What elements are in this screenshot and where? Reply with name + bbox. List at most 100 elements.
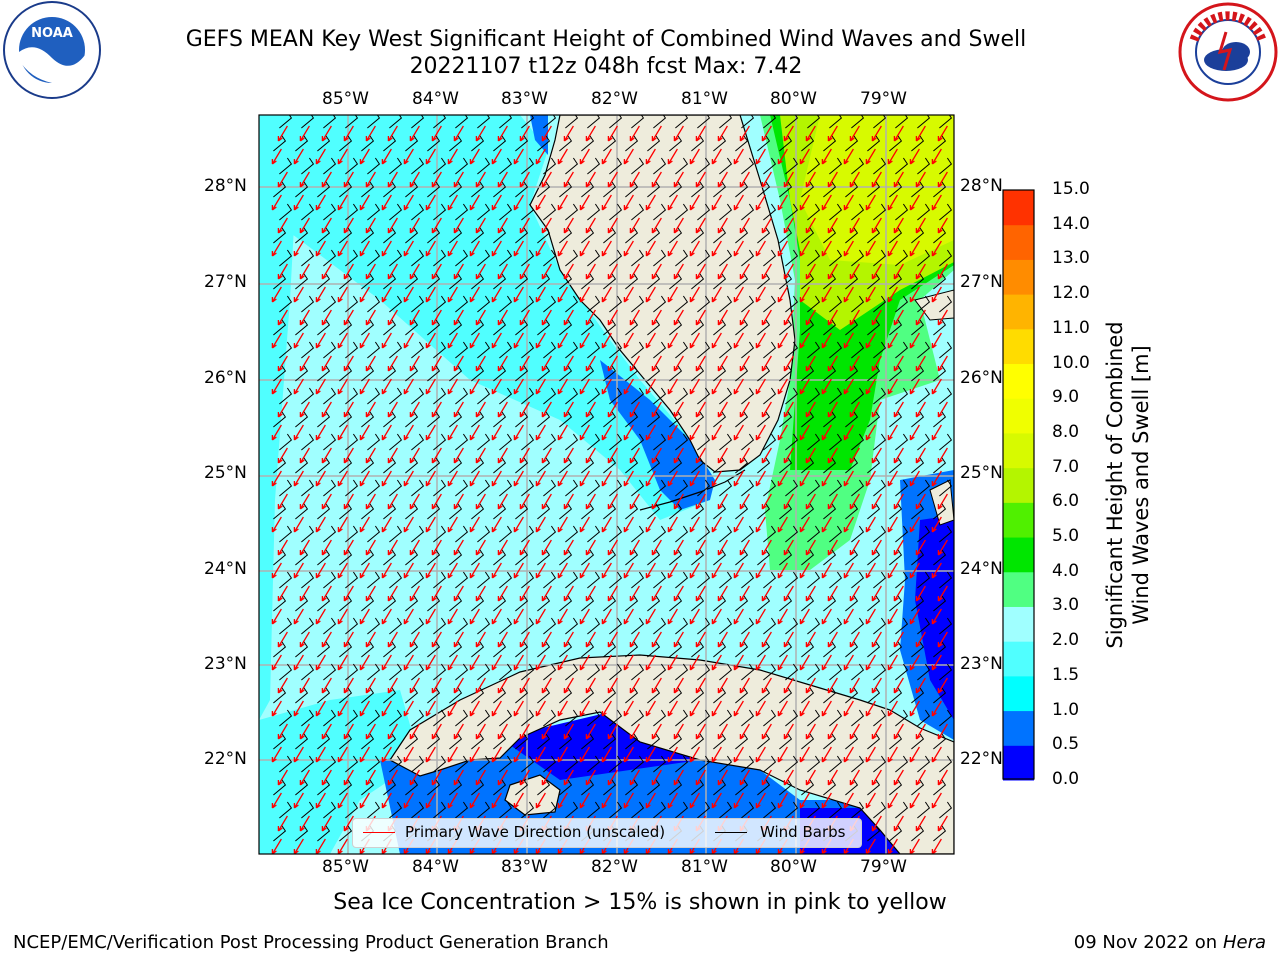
wind-barb bbox=[317, 502, 331, 520]
wave-arrow bbox=[387, 263, 398, 280]
wave-arrow bbox=[579, 424, 590, 441]
wind-barb bbox=[631, 203, 645, 221]
wave-arrow bbox=[535, 194, 546, 211]
wave-arrow bbox=[827, 355, 838, 372]
wind-barb bbox=[735, 732, 749, 750]
wave-arrow bbox=[695, 677, 706, 694]
wave-arrow bbox=[645, 562, 656, 579]
wind-barb bbox=[565, 249, 579, 267]
wind-barb bbox=[559, 686, 573, 704]
wind-barb bbox=[587, 433, 601, 451]
wave-arrow bbox=[321, 585, 332, 602]
wind-barb bbox=[301, 249, 315, 267]
wind-barb bbox=[345, 663, 359, 681]
colorbar-tick-label: 6.0 bbox=[1052, 491, 1080, 512]
wind-barb bbox=[785, 479, 799, 497]
wind-barb bbox=[763, 115, 777, 129]
wind-barb bbox=[433, 433, 447, 451]
wave-arrow bbox=[535, 240, 546, 257]
wind-barb bbox=[895, 295, 909, 313]
wind-barb bbox=[279, 571, 293, 589]
wind-barb bbox=[669, 594, 683, 612]
wind-barb bbox=[697, 341, 711, 359]
wind-barb bbox=[361, 686, 375, 704]
wave-arrow bbox=[623, 746, 634, 763]
wind-barb bbox=[565, 341, 579, 359]
wave-arrow bbox=[271, 470, 282, 487]
wave-arrow bbox=[557, 792, 568, 809]
wind-barb bbox=[323, 571, 337, 589]
wave-arrow bbox=[343, 539, 354, 556]
wave-arrow bbox=[409, 355, 420, 372]
wind-barb bbox=[389, 525, 403, 543]
wave-arrow bbox=[739, 171, 750, 188]
wind-barb bbox=[625, 732, 639, 750]
wind-barb bbox=[471, 318, 485, 336]
wave-arrow bbox=[447, 240, 458, 257]
wind-barb bbox=[823, 686, 837, 704]
wind-barb bbox=[493, 640, 507, 658]
wind-barb bbox=[735, 364, 749, 382]
wave-arrow bbox=[953, 435, 954, 440]
wind-barb bbox=[631, 479, 645, 497]
wind-barb bbox=[757, 364, 771, 382]
wind-barb bbox=[389, 387, 403, 405]
wind-barb bbox=[917, 157, 931, 175]
wave-arrow bbox=[453, 125, 464, 142]
wind-barb bbox=[559, 594, 573, 612]
wave-arrow bbox=[541, 263, 552, 280]
wind-barb bbox=[917, 479, 931, 497]
wind-barb bbox=[339, 318, 353, 336]
wave-arrow bbox=[277, 493, 288, 510]
wave-arrow bbox=[387, 769, 398, 786]
wave-arrow bbox=[915, 539, 926, 556]
wave-arrow bbox=[563, 585, 574, 602]
wind-barb bbox=[691, 732, 705, 750]
wave-arrow bbox=[343, 263, 354, 280]
wind-barb bbox=[609, 709, 623, 727]
wave-arrow bbox=[799, 700, 810, 717]
wave-arrow bbox=[651, 171, 662, 188]
wave-arrow bbox=[739, 125, 750, 142]
contour-6m bbox=[800, 115, 954, 265]
wind-barb bbox=[339, 364, 353, 382]
wind-barb bbox=[295, 364, 309, 382]
wind-barb bbox=[741, 203, 755, 221]
wave-arrow bbox=[799, 194, 810, 211]
wave-arrow bbox=[519, 263, 530, 280]
wave-arrow bbox=[821, 608, 832, 625]
wave-arrow bbox=[821, 378, 832, 395]
wind-barb bbox=[801, 548, 815, 566]
wind-barb bbox=[273, 824, 287, 842]
wave-arrow bbox=[337, 378, 348, 395]
wave-arrow bbox=[960, 494, 969, 509]
wind-barb bbox=[411, 801, 425, 819]
wind-barb bbox=[339, 272, 353, 290]
wind-barb bbox=[873, 755, 887, 773]
wind-barb bbox=[361, 732, 375, 750]
wave-arrow bbox=[387, 585, 398, 602]
wave-arrow bbox=[629, 539, 640, 556]
wind-barb bbox=[339, 778, 353, 796]
wave-arrow bbox=[887, 562, 898, 579]
wind-barb bbox=[669, 410, 683, 428]
wave-arrow bbox=[733, 194, 744, 211]
wind-barb bbox=[911, 824, 925, 842]
wave-arrow bbox=[601, 148, 612, 165]
wind-barb bbox=[785, 571, 799, 589]
wave-arrow bbox=[915, 447, 926, 464]
wind-barb bbox=[653, 709, 667, 727]
wind-barb bbox=[383, 226, 397, 244]
wind-barb bbox=[917, 203, 931, 221]
wind-barb bbox=[383, 180, 397, 198]
wind-barb bbox=[697, 571, 711, 589]
wave-arrow bbox=[585, 217, 596, 234]
wave-arrow bbox=[299, 585, 310, 602]
wave-arrow bbox=[513, 470, 524, 487]
wind-barb bbox=[367, 801, 381, 819]
wave-arrow bbox=[827, 125, 838, 142]
wind-barb bbox=[823, 502, 837, 520]
wind-barb bbox=[845, 548, 859, 566]
wave-arrow bbox=[739, 585, 750, 602]
wave-arrow bbox=[409, 171, 420, 188]
